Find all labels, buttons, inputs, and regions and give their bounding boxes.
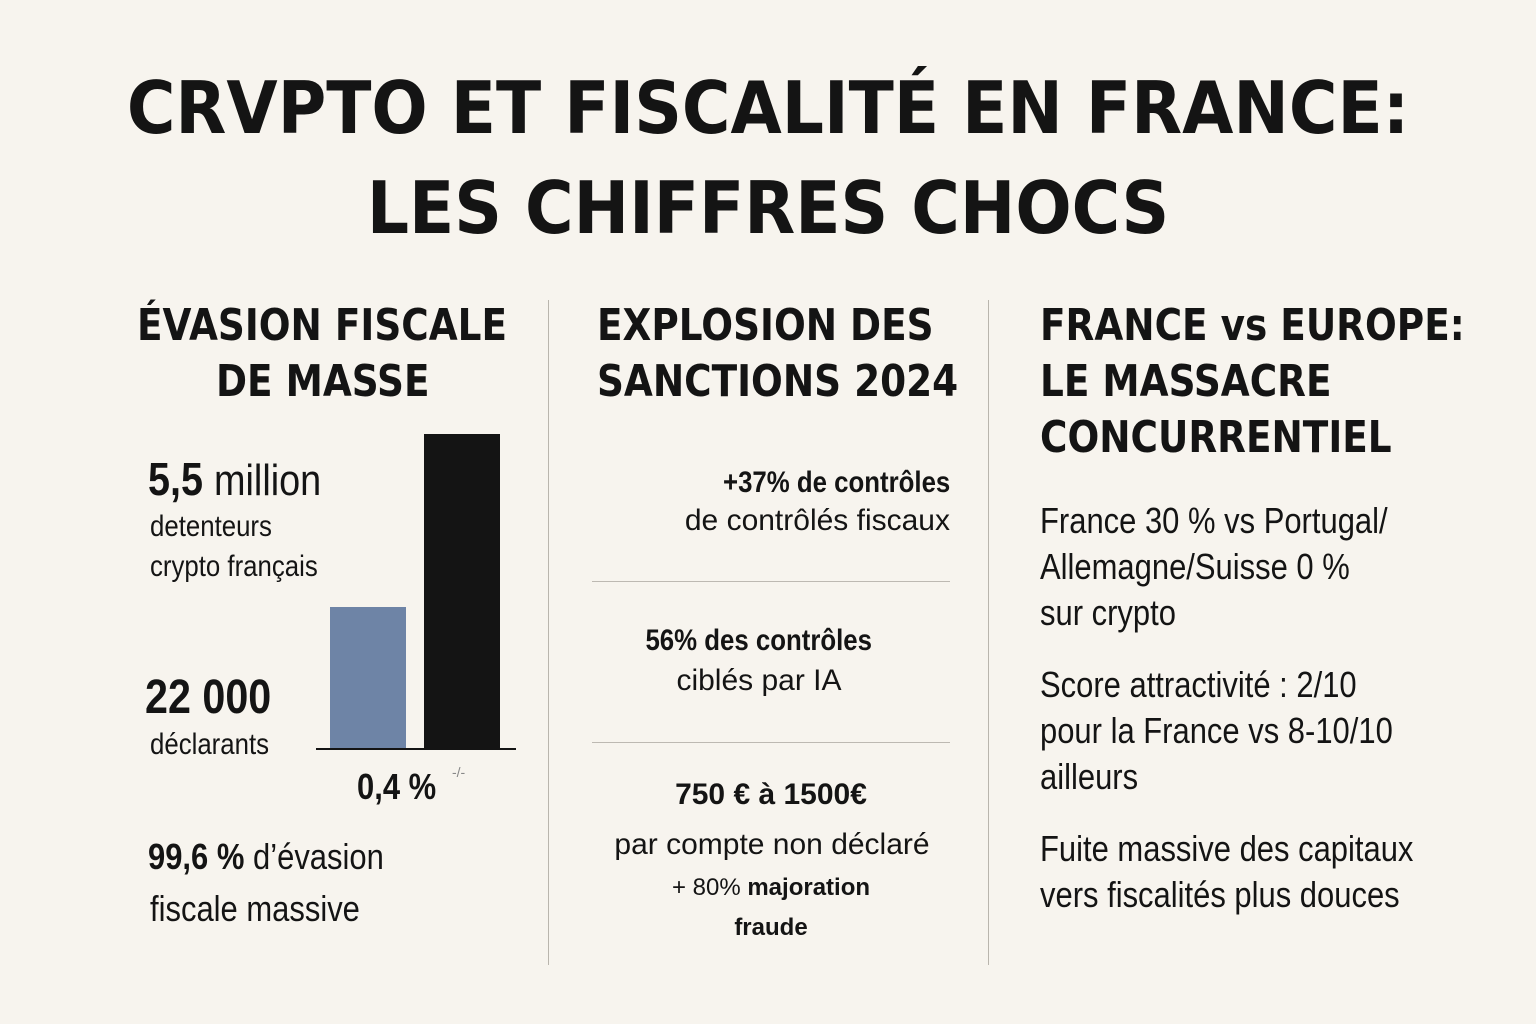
column-heading: ÉVASION FISCALE [137,300,508,351]
column-divider-left [548,300,549,965]
holders-unit: million [213,456,322,505]
controls-increase: +37% de contrôles [592,466,950,500]
attractiveness-line-2: pour la France vs 8-10/10 [1040,710,1393,751]
column-heading-3: CONCURRENTIEL [1040,412,1392,463]
holders-desc: detenteurs [150,510,272,543]
surcharge-label: majoration [747,874,871,901]
column-heading-2: SANCTIONS 2024 [597,356,959,407]
surcharge-percent: + 80% [671,874,741,901]
chart-axis [316,748,516,750]
attractiveness-line: Score attractivité : 2/10 [1040,664,1357,705]
ai-controls-desc: ciblés par IA [676,664,842,697]
bar-declarants [330,607,406,748]
evasion-text: d’évasion [253,836,384,877]
page-subtitle: LES CHIFFRES CHOCS [366,166,1170,250]
ratio-label: 0,4 % [357,766,437,807]
capital-flight-line-2: vers fiscalités plus douces [1040,874,1400,915]
holders-desc-2: crypto français [150,550,318,583]
evasion-text-2: fiscale massive [150,888,360,929]
ratio-label-artifact: -/- [452,764,466,780]
holders-stat: 5,5 million [148,452,321,506]
bar-holders [424,434,500,748]
controls-increase-desc: de contrôlés fiscaux [684,504,950,537]
ai-controls: 56% des contrôles [580,624,938,658]
separator [592,581,950,582]
holders-value: 5,5 [148,453,203,505]
tax-rate-line-3: sur crypto [1040,592,1176,633]
tax-rate-line-2: Allemagne/Suisse 0 % [1040,546,1350,587]
controls-increase-value: +37% de contrôles [722,466,950,499]
column-heading: EXPLOSION DES [597,300,934,351]
evasion-value: 99,6 % [148,836,245,877]
capital-flight-line: Fuite massive des capitaux [1040,828,1414,869]
separator [592,742,950,743]
column-heading-2: DE MASSE [216,356,430,407]
surcharge-line: + 80% majoration [592,874,950,902]
tax-rate-line: France 30 % vs Portugal/ [1040,500,1388,541]
fine-range: 750 € à 1500€ [675,778,867,811]
attractiveness-line-3: ailleurs [1040,756,1139,797]
column-divider-right [988,300,989,965]
column-heading: FRANCE vs EUROPE: [1040,300,1465,351]
declarants-value: 22 000 [145,671,272,724]
column-heading-2: LE MASSACRE [1040,356,1332,407]
fine-desc: par compte non déclaré [614,828,930,861]
surcharge-label-2: fraude [734,914,808,941]
evasion-stat: 99,6 % d’évasion [148,836,384,878]
page-title: CRVPTO ET FISCALITÉ EN FRANCE: [126,66,1410,150]
ai-controls-value: 56% des contrôles [645,624,873,657]
declarants-desc: déclarants [150,728,270,761]
